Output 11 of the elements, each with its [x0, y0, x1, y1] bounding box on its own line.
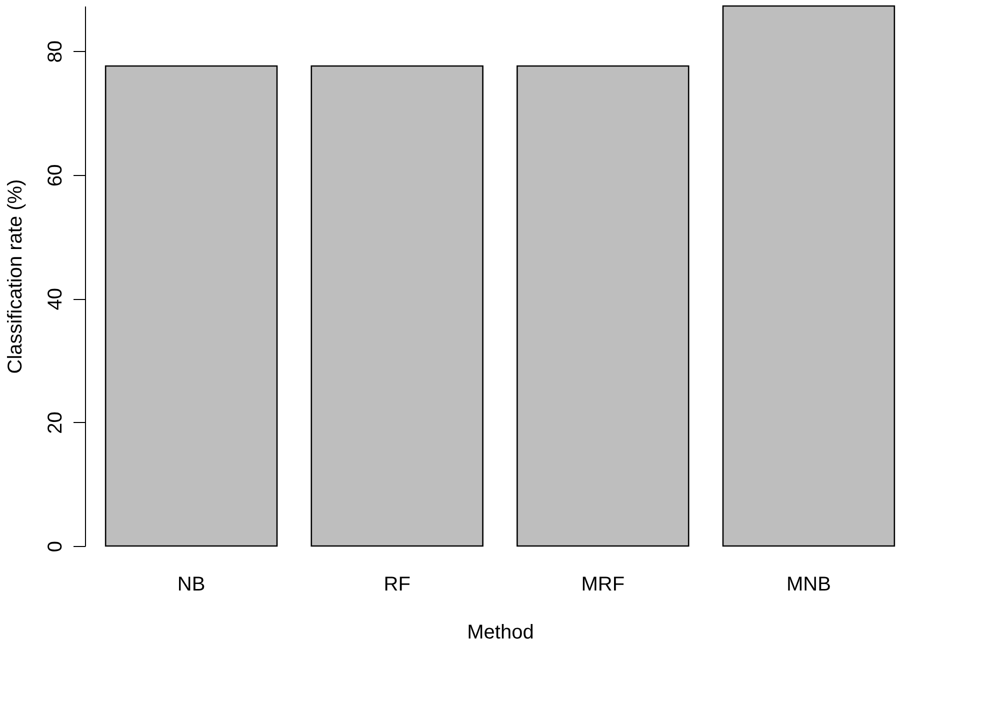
y-tick-label: 40: [44, 288, 66, 310]
x-axis-title: Method: [467, 622, 534, 644]
x-tick-label: MRF: [581, 574, 625, 596]
x-tick-label: RF: [384, 574, 410, 596]
y-tick-label: 60: [44, 164, 66, 186]
y-tick-label: 0: [44, 540, 66, 552]
y-tick-label: 20: [44, 412, 66, 434]
y-tick-label: 80: [44, 40, 66, 63]
y-axis-title: Classification rate (%): [4, 179, 26, 374]
x-tick-label: NB: [177, 574, 206, 596]
x-tick-label: MNB: [786, 574, 831, 596]
